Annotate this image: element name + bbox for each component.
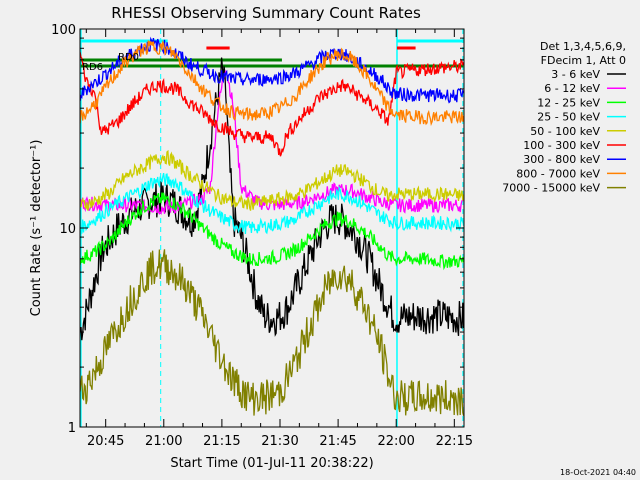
flag-label-rd0: RD0 <box>118 52 139 63</box>
legend-header-line-1: Det 1,3,4,5,6,9, <box>540 40 626 53</box>
y-axis-label: Count Rate (s⁻¹ detector⁻¹) <box>29 140 44 317</box>
x-tick-label: 22:00 <box>377 434 414 449</box>
legend-label: 6 - 12 keV <box>544 82 600 95</box>
y-tick-label: 1 <box>68 421 76 436</box>
legend-label: 800 - 7000 keV <box>516 167 600 180</box>
x-tick-label: 20:45 <box>87 434 124 449</box>
chart-title: RHESSI Observing Summary Count Rates <box>111 4 421 22</box>
series-line-50-100-kev <box>79 149 465 211</box>
y-tick-label: 100 <box>51 23 76 38</box>
series-line-6-12-kev <box>79 70 465 215</box>
x-axis-label: Start Time (01-Jul-11 20:38:22) <box>170 456 373 471</box>
legend-label: 12 - 25 keV <box>537 96 600 109</box>
footer-date: 18-Oct-2021 04:40 <box>560 468 636 477</box>
series-layer <box>79 36 465 416</box>
x-tick-label: 21:30 <box>261 434 298 449</box>
legend-label: 7000 - 15000 keV <box>502 182 600 195</box>
legend-label: 300 - 800 keV <box>523 153 600 166</box>
x-tick-label: 21:45 <box>319 434 356 449</box>
legend-header-line-2: FDecim 1, Att 0 <box>541 54 626 67</box>
series-line-7000-15000-kev <box>79 249 465 416</box>
legend-label: 25 - 50 keV <box>537 111 600 124</box>
legend-label: 100 - 300 keV <box>523 139 600 152</box>
legend-label: 3 - 6 keV <box>551 68 600 81</box>
series-line-25-50-kev <box>79 172 465 235</box>
x-tick-label: 22:15 <box>436 434 473 449</box>
flag-labels: RD6 RD0 <box>82 52 139 73</box>
axes: 20:45 21:00 21:15 21:30 21:45 22:00 22:15 1 10 10… <box>51 23 473 449</box>
legend: Det 1,3,4,5,6,9, FDecim 1, Att 0 3 - 6 k… <box>502 40 626 195</box>
series-line-12-25-kev <box>79 192 465 271</box>
series-line-100-300-kev <box>79 52 465 157</box>
x-tick-label: 21:15 <box>203 434 240 449</box>
legend-label: 50 - 100 keV <box>530 125 600 138</box>
flag-label-rd6: RD6 <box>82 62 103 73</box>
series-line-800-7000-kev <box>79 39 465 127</box>
y-tick-label: 10 <box>59 222 76 237</box>
x-tick-label: 21:00 <box>145 434 182 449</box>
